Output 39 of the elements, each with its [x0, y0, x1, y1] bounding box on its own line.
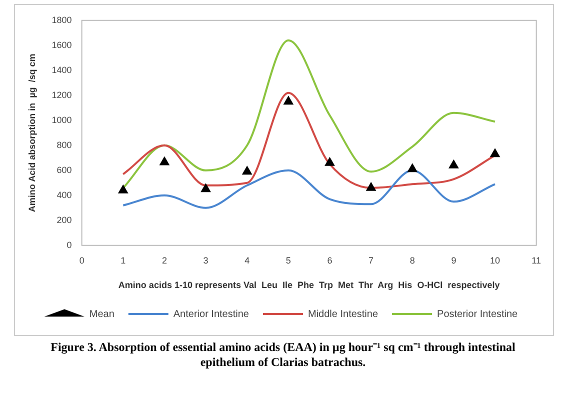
- y-axis-title: Amino Acid absorption in µg /sq cm: [26, 54, 37, 212]
- y-tick-label: 1000: [52, 114, 72, 125]
- y-tick-label: 600: [56, 164, 72, 175]
- x-tick-label: 10: [490, 255, 500, 266]
- point: [200, 184, 211, 192]
- point: [160, 156, 170, 166]
- y-tick-label: 1800: [52, 14, 72, 25]
- x-tick-label: 4: [244, 255, 250, 266]
- y-tick-label: 1600: [52, 40, 72, 50]
- x-tick-label: 6: [327, 255, 332, 266]
- y-tick-label: 200: [56, 214, 72, 225]
- legend-label: Middle Intestine: [308, 308, 378, 320]
- x-tick-label: 8: [410, 255, 415, 266]
- y-tick-label: 800: [56, 140, 72, 150]
- legend-label: Mean: [89, 308, 114, 320]
- x-tick-label: 9: [451, 255, 456, 266]
- point: [118, 184, 128, 194]
- point: [408, 164, 418, 172]
- legend-label: Posterior Intestine: [437, 308, 518, 320]
- y-tick-label: 1200: [52, 90, 72, 100]
- x-tick-label: 0: [79, 255, 84, 266]
- x-tick-label: 2: [162, 255, 167, 266]
- point: [242, 166, 252, 175]
- point: [324, 157, 335, 166]
- x-tick-label: 11: [532, 255, 541, 266]
- x-axis-title: Amino acids 1-10 represents Val Leu Ile Phe Trp Met Thr Arg His O-HCl respectively: [118, 280, 500, 290]
- caption: Figure 3. Absorption of essential amino acids (EAA) in µg hour⁻¹ sq cm⁻¹ through intestinal epithelium of Clarias batrachus.: [50, 340, 516, 370]
- point: [284, 96, 294, 105]
- point: [448, 160, 459, 168]
- point: [366, 182, 376, 191]
- x-tick-label: 7: [368, 255, 374, 266]
- legend-label: Anterior Intestine: [173, 308, 250, 320]
- y-tick-label: 400: [56, 190, 72, 200]
- y-tick-label: 1400: [52, 64, 72, 75]
- x-tick-label: 1: [120, 255, 126, 266]
- x-tick-label: 3: [203, 255, 208, 266]
- point: [490, 148, 500, 158]
- x-tick-label: 5: [286, 255, 291, 266]
- y-tick-label: 0: [66, 240, 72, 250]
